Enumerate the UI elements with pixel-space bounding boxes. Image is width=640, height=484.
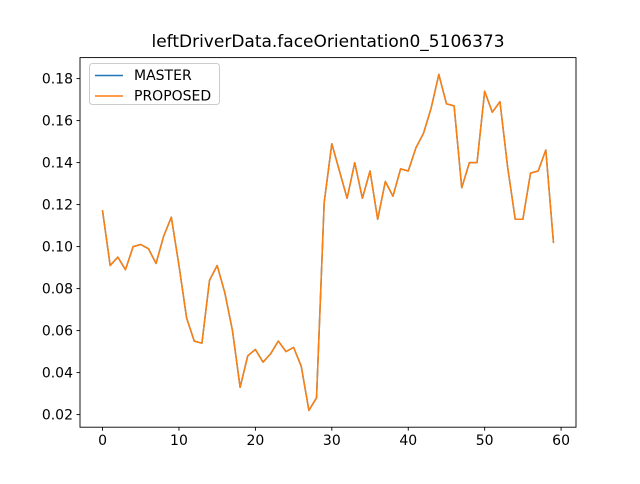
y-tick-label: 0.16 <box>42 113 73 129</box>
y-tick-label: 0.04 <box>42 365 73 381</box>
x-tick-label: 60 <box>552 433 570 449</box>
y-tick-label: 0.06 <box>42 323 73 339</box>
legend: MASTER PROPOSED <box>89 63 220 105</box>
y-axis-ticks: 0.02 0.04 0.06 0.08 0.10 0.12 0.14 0.16 0.18 <box>42 71 80 423</box>
axes-frame <box>79 57 577 428</box>
y-tick-label: 0.12 <box>42 197 73 213</box>
legend-label-master: MASTER <box>134 68 192 84</box>
series-line-proposed <box>101 73 555 412</box>
y-tick-label: 0.02 <box>42 407 73 423</box>
y-tick-label: 0.10 <box>42 239 73 255</box>
x-tick-label: 50 <box>476 433 494 449</box>
x-tick-label: 10 <box>170 433 188 449</box>
x-tick-label: 0 <box>98 433 107 449</box>
series-lines <box>101 73 555 412</box>
chart-title: leftDriverData.faceOrientation0_5106373 <box>151 32 504 52</box>
x-axis-ticks: 0 10 20 30 40 50 60 <box>98 427 570 449</box>
x-tick-label: 40 <box>399 433 417 449</box>
y-tick-label: 0.08 <box>42 281 73 297</box>
legend-label-proposed: PROPOSED <box>134 89 211 105</box>
x-tick-label: 30 <box>323 433 341 449</box>
series-line-master <box>101 73 555 412</box>
legend-frame <box>89 63 220 105</box>
y-tick-label: 0.18 <box>42 71 73 87</box>
x-tick-label: 20 <box>246 433 264 449</box>
y-tick-label: 0.14 <box>42 155 73 171</box>
